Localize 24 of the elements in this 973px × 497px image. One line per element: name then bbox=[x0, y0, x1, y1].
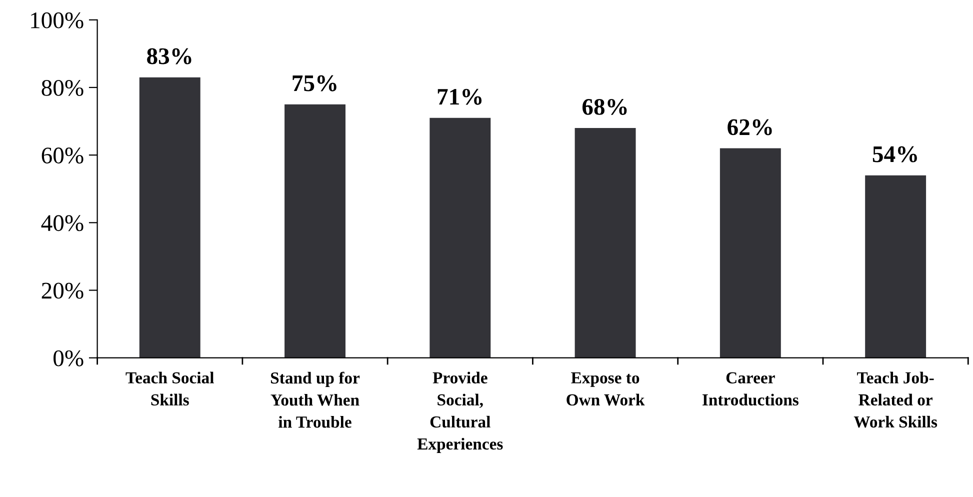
bar bbox=[139, 77, 200, 358]
y-tick-label: 80% bbox=[42, 80, 84, 96]
bar bbox=[284, 104, 346, 358]
x-tick-label: Career Introductions bbox=[702, 372, 798, 406]
x-tick-label: Provide Social, Cultural Experiences bbox=[417, 372, 503, 454]
x-tick-label: Stand up for Youth When in Trouble bbox=[270, 372, 360, 428]
x-tick-label: Teach Job- Related or Work Skills bbox=[854, 372, 938, 428]
y-tick-label: 60% bbox=[42, 148, 84, 164]
y-tick-label: 0% bbox=[54, 350, 84, 366]
data-label: 83% bbox=[147, 48, 192, 64]
data-label: 68% bbox=[582, 98, 627, 115]
bar bbox=[865, 175, 926, 358]
y-tick-label: 20% bbox=[42, 282, 84, 299]
y-tick-label: 40% bbox=[41, 215, 84, 232]
bar bbox=[720, 148, 781, 358]
x-tick-label: Teach Social Skills bbox=[126, 372, 214, 406]
bar bbox=[574, 128, 636, 358]
bar bbox=[430, 118, 491, 358]
y-tick-label: 100% bbox=[31, 12, 84, 28]
x-tick-label: Expose to Own Work bbox=[566, 372, 645, 406]
data-label: 71% bbox=[438, 88, 482, 105]
data-label: 54% bbox=[872, 146, 917, 162]
data-label: 75% bbox=[292, 75, 336, 92]
data-label: 62% bbox=[728, 119, 772, 136]
